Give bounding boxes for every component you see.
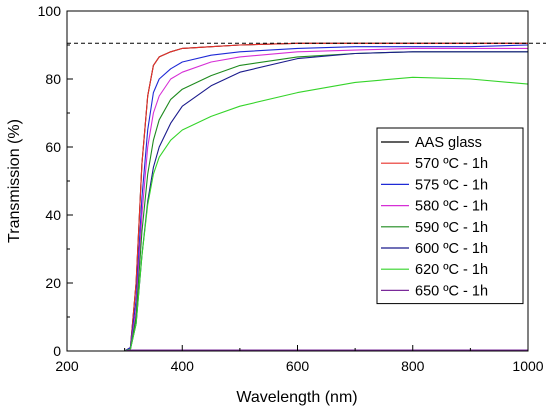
- axis-ticks: 200 400 600 800 1000 0 20 40 60 80 100: [38, 3, 544, 374]
- legend-label: AAS glass: [415, 135, 482, 151]
- x-tick-label: 600: [286, 358, 310, 374]
- legend-box: [376, 127, 524, 305]
- y-tick-label: 60: [45, 139, 61, 155]
- y-tick-label: 40: [45, 207, 61, 223]
- x-tick-label: 800: [401, 358, 425, 374]
- legend-label: 580 ºC - 1h: [415, 199, 488, 215]
- x-tick-label: 1000: [512, 358, 543, 374]
- series-line: [67, 349, 528, 352]
- series-line: [67, 42, 528, 352]
- legend-label: 620 ºC - 1h: [415, 262, 488, 278]
- legend-label: 590 ºC - 1h: [415, 220, 488, 236]
- series-line: [67, 44, 529, 352]
- legend-label: 650 ºC - 1h: [415, 283, 488, 299]
- legend: AAS glass 570 ºC - 1h 575 ºC - 1h 580 ºC - …: [376, 127, 524, 305]
- y-tick-label: 100: [38, 3, 62, 19]
- x-axis-title: Wavelength (nm): [236, 389, 357, 406]
- series-lines: [67, 42, 529, 352]
- legend-label: 575 ºC - 1h: [415, 177, 488, 193]
- x-tick-label: 200: [55, 358, 79, 374]
- y-tick-label: 0: [53, 343, 61, 359]
- series-line: [67, 76, 529, 352]
- y-axis-title: Transmission (%): [6, 119, 23, 243]
- y-tick-label: 20: [45, 275, 61, 291]
- legend-label: 570 ºC - 1h: [415, 156, 488, 172]
- y-tick-label: 80: [45, 71, 61, 87]
- x-tick-label: 400: [171, 358, 195, 374]
- legend-label: 600 ºC - 1h: [415, 241, 488, 257]
- series-line: [67, 47, 528, 352]
